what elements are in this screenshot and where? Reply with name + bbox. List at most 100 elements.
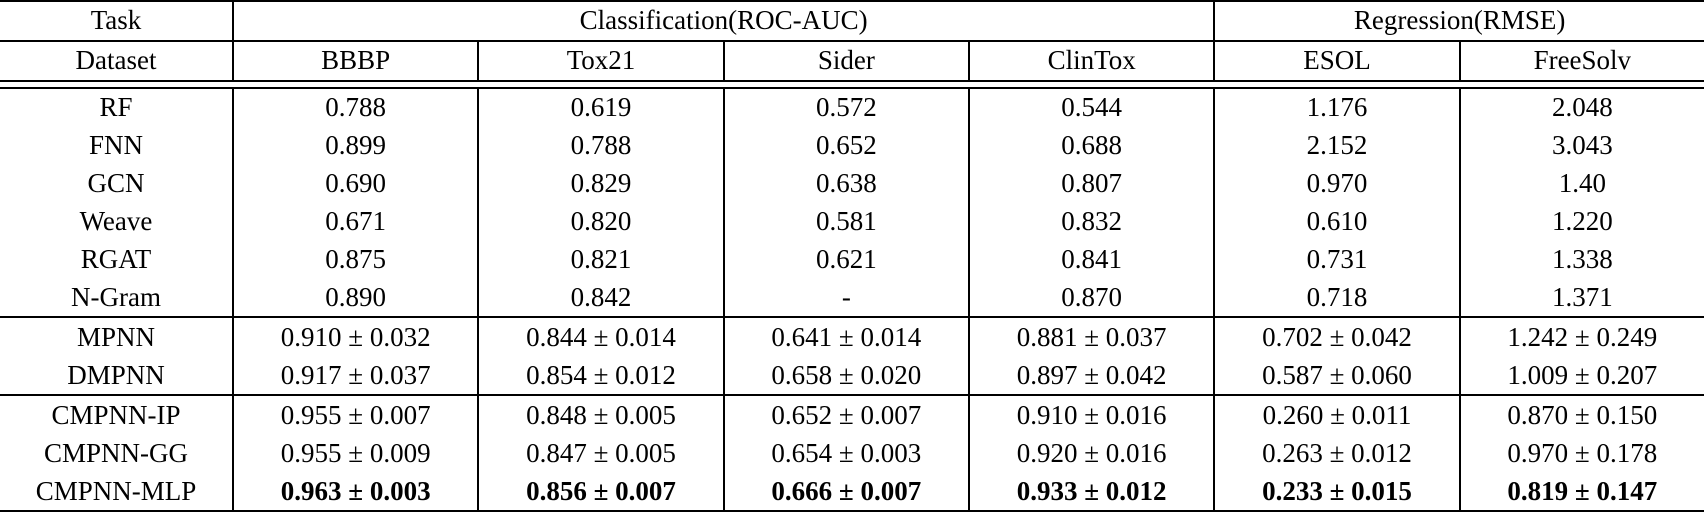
classification-group-header: Classification(ROC-AUC) bbox=[232, 2, 1213, 40]
value-cell: 0.619 bbox=[477, 88, 722, 127]
table-row: RGAT 0.875 0.821 0.621 0.841 0.731 1.338 bbox=[0, 240, 1704, 279]
model-name-cell: CMPNN-GG bbox=[43, 437, 189, 468]
value-cell: - bbox=[722, 278, 968, 317]
table-row: CMPNN-GG 0.955 ± 0.009 0.847 ± 0.005 0.654 … bbox=[0, 434, 1704, 473]
value-cell: 0.933 ± 0.012 bbox=[967, 472, 1213, 510]
value-cell: 0.807 bbox=[967, 164, 1213, 203]
value-cell: 0.963 ± 0.003 bbox=[232, 472, 477, 510]
column-header-esol: ESOL bbox=[1213, 41, 1458, 80]
header-row-task: Task Classification(ROC-AUC) Regression(… bbox=[0, 2, 1704, 40]
value-cell: 0.690 bbox=[232, 164, 477, 203]
value-cell: 0.890 bbox=[232, 278, 477, 317]
value-cell: 0.260 ± 0.011 bbox=[1213, 396, 1458, 435]
value-cell: 0.702 ± 0.042 bbox=[1213, 318, 1458, 357]
value-cell: 0.832 bbox=[967, 202, 1213, 241]
double-rule-top-line bbox=[0, 79, 1704, 82]
table-row: RF 0.788 0.619 0.572 0.544 1.176 2.048 bbox=[0, 88, 1704, 127]
value-cell: 0.233 ± 0.015 bbox=[1213, 472, 1458, 510]
value-cell: 1.338 bbox=[1458, 240, 1704, 279]
model-name-cell: N-Gram bbox=[71, 281, 161, 312]
value-cell: 1.371 bbox=[1458, 278, 1704, 317]
value-cell: 0.970 ± 0.178 bbox=[1458, 434, 1704, 473]
value-cell: 1.176 bbox=[1213, 88, 1458, 127]
table-row: GCN 0.690 0.829 0.638 0.807 0.970 1.40 bbox=[0, 164, 1704, 203]
table-row: CMPNN-MLP 0.963 ± 0.003 0.856 ± 0.007 0.666… bbox=[0, 472, 1704, 510]
value-cell: 0.881 ± 0.037 bbox=[967, 318, 1213, 357]
model-name-cell: MPNN bbox=[76, 321, 156, 352]
model-name-cell: FNN bbox=[88, 130, 143, 161]
group-separator-rule bbox=[0, 394, 1704, 397]
value-cell: 1.40 bbox=[1458, 164, 1704, 203]
value-cell: 0.638 bbox=[722, 164, 968, 203]
value-cell: 0.820 bbox=[477, 202, 722, 241]
model-name-cell: Weave bbox=[79, 206, 153, 237]
top-rule bbox=[0, 0, 1704, 2]
value-cell: 0.621 bbox=[722, 240, 968, 279]
value-cell: 0.899 bbox=[232, 126, 477, 165]
value-cell: 2.048 bbox=[1458, 88, 1704, 127]
model-name-cell: GCN bbox=[87, 168, 145, 199]
table-row: DMPNN 0.917 ± 0.037 0.854 ± 0.012 0.658 ± 0… bbox=[0, 356, 1704, 395]
value-cell: 0.875 bbox=[232, 240, 477, 279]
value-cell: 0.819 ± 0.147 bbox=[1458, 472, 1704, 510]
value-cell: 0.731 bbox=[1213, 240, 1458, 279]
value-cell: 0.856 ± 0.007 bbox=[477, 472, 722, 510]
regression-group-header: Regression(RMSE) bbox=[1213, 2, 1704, 40]
column-header-bbbp: BBBP bbox=[232, 41, 477, 80]
value-cell: 1.009 ± 0.207 bbox=[1458, 356, 1704, 395]
value-cell: 0.847 ± 0.005 bbox=[477, 434, 722, 473]
model-name-cell: RF bbox=[99, 92, 133, 123]
value-cell: 0.870 ± 0.150 bbox=[1458, 396, 1704, 435]
value-cell: 0.641 ± 0.014 bbox=[722, 318, 968, 357]
value-cell: 0.718 bbox=[1213, 278, 1458, 317]
column-header-freesolv: FreeSolv bbox=[1458, 41, 1704, 80]
bottom-rule bbox=[0, 509, 1704, 512]
value-cell: 0.788 bbox=[232, 88, 477, 127]
value-cell: 1.220 bbox=[1458, 202, 1704, 241]
value-cell: 0.955 ± 0.007 bbox=[232, 396, 477, 435]
table-row: N-Gram 0.890 0.842-0.870 0.718 1.371 bbox=[0, 278, 1704, 317]
column-header-clintox: ClinTox bbox=[967, 41, 1213, 80]
model-name-cell: RGAT bbox=[80, 243, 152, 274]
value-cell: 0.544 bbox=[967, 88, 1213, 127]
model-name-cell: CMPNN-MLP bbox=[35, 475, 197, 506]
value-cell: 0.671 bbox=[232, 202, 477, 241]
value-cell: 0.654 ± 0.003 bbox=[722, 434, 968, 473]
value-cell: 0.841 bbox=[967, 240, 1213, 279]
value-cell: 0.897 ± 0.042 bbox=[967, 356, 1213, 395]
value-cell: 0.610 bbox=[1213, 202, 1458, 241]
value-cell: 0.910 ± 0.016 bbox=[967, 396, 1213, 435]
model-name-cell: CMPNN-IP bbox=[51, 399, 181, 430]
model-name-cell: DMPNN bbox=[67, 359, 165, 390]
value-cell: 0.788 bbox=[477, 126, 722, 165]
value-cell: 0.910 ± 0.032 bbox=[232, 318, 477, 357]
value-cell: 0.821 bbox=[477, 240, 722, 279]
dataset-header-cell: Dataset bbox=[75, 45, 157, 76]
task-header-cell: Task bbox=[90, 5, 142, 36]
table-row: MPNN 0.910 ± 0.032 0.844 ± 0.014 0.641 ± 0.… bbox=[0, 318, 1704, 357]
table-row: Weave 0.671 0.820 0.581 0.832 0.610 1.220 bbox=[0, 202, 1704, 241]
value-cell: 2.152 bbox=[1213, 126, 1458, 165]
header-row-dataset: Dataset BBBP Tox21 Sider ClinTox ESOL Fr… bbox=[0, 41, 1704, 80]
value-cell: 0.658 ± 0.020 bbox=[722, 356, 968, 395]
table-row: CMPNN-IP 0.955 ± 0.007 0.848 ± 0.005 0.652 … bbox=[0, 396, 1704, 435]
value-cell: 0.848 ± 0.005 bbox=[477, 396, 722, 435]
value-cell: 0.652 bbox=[722, 126, 968, 165]
value-cell: 0.844 ± 0.014 bbox=[477, 318, 722, 357]
value-cell: 0.842 bbox=[477, 278, 722, 317]
double-rule-bottom-line bbox=[0, 86, 1704, 89]
value-cell: 0.970 bbox=[1213, 164, 1458, 203]
value-cell: 0.587 ± 0.060 bbox=[1213, 356, 1458, 395]
column-header-tox21: Tox21 bbox=[477, 41, 722, 80]
header-double-rule bbox=[0, 79, 1704, 89]
value-cell: 0.666 ± 0.007 bbox=[722, 472, 968, 510]
value-cell: 1.242 ± 0.249 bbox=[1458, 318, 1704, 357]
value-cell: 0.870 bbox=[967, 278, 1213, 317]
value-cell: 0.263 ± 0.012 bbox=[1213, 434, 1458, 473]
value-cell: 0.652 ± 0.007 bbox=[722, 396, 968, 435]
header-mid-rule bbox=[0, 39, 1704, 42]
value-cell: 0.917 ± 0.037 bbox=[232, 356, 477, 395]
value-cell: 0.688 bbox=[967, 126, 1213, 165]
value-cell: 0.854 ± 0.012 bbox=[477, 356, 722, 395]
